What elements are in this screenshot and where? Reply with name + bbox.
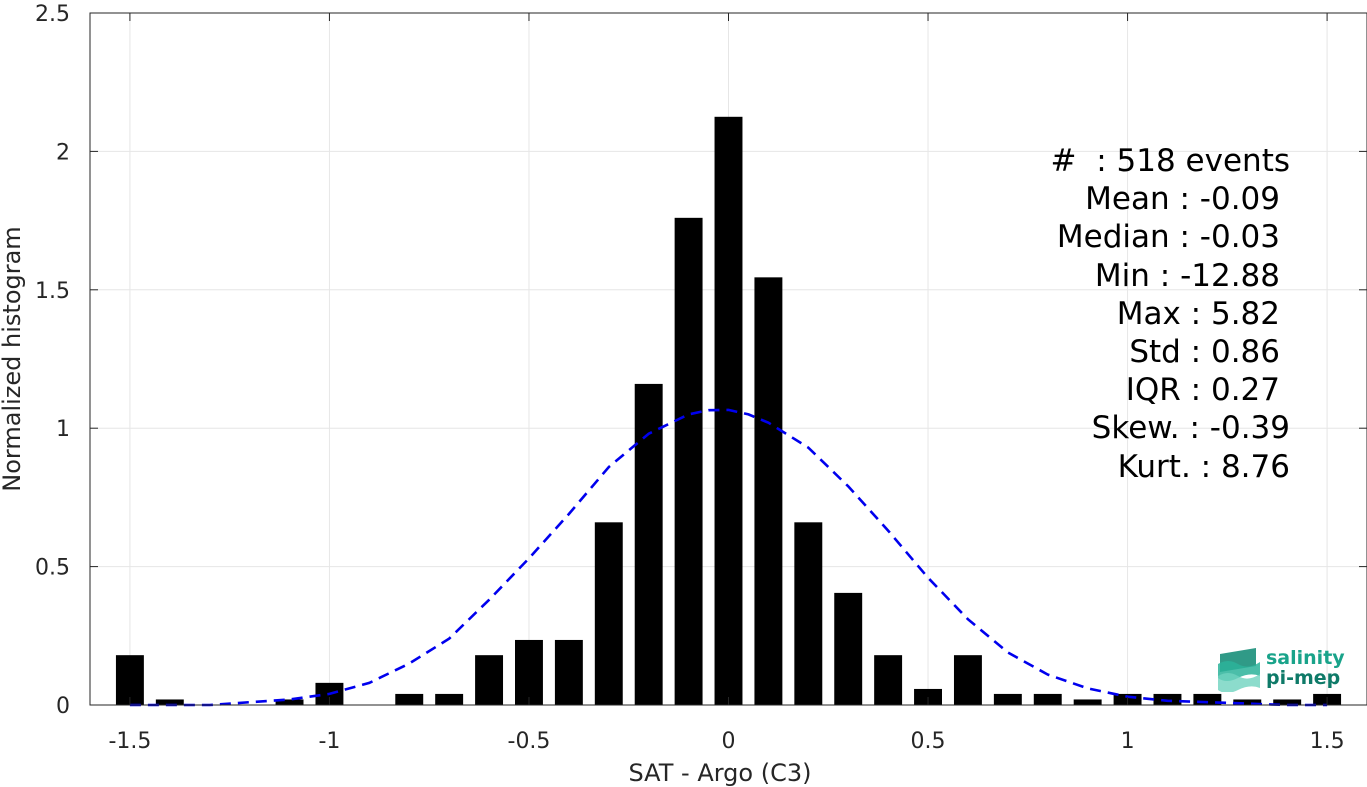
bar-26 xyxy=(1153,693,1182,705)
bar-23 xyxy=(1033,693,1062,705)
x-tick-label-3: 0 xyxy=(722,729,736,754)
y-axis-label: Normalized histogram xyxy=(0,226,26,491)
bar-13 xyxy=(634,383,663,705)
bar-19 xyxy=(874,655,903,705)
stat-iqr: IQR : 0.27 xyxy=(1125,372,1280,409)
bar-17 xyxy=(794,522,823,705)
bar-27 xyxy=(1193,693,1222,705)
bar-0 xyxy=(115,655,144,705)
y-tick-label-3: 1.5 xyxy=(35,279,70,304)
x-tick-label-0: -1.5 xyxy=(108,729,151,754)
histogram-bars xyxy=(115,116,1342,706)
y-tick-label-4: 2 xyxy=(56,140,70,165)
stat-max: Max : 5.82 xyxy=(1116,295,1280,332)
y-tick-label-1: 0.5 xyxy=(35,556,70,581)
bar-4 xyxy=(275,699,304,705)
x-tick-label-5: 1 xyxy=(1121,729,1135,754)
x-tick-label-4: 0.5 xyxy=(911,729,946,754)
bar-14 xyxy=(674,217,703,705)
bar-28 xyxy=(1233,699,1262,705)
bar-20 xyxy=(914,688,942,705)
y-tick-label-5: 2.5 xyxy=(35,2,70,27)
bar-1 xyxy=(155,699,184,705)
bar-11 xyxy=(554,639,583,705)
bar-7 xyxy=(395,693,424,705)
logo-waves-icon xyxy=(1218,648,1260,692)
stat-skew: Skew. : -0.39 xyxy=(1091,410,1290,447)
bar-21 xyxy=(953,655,982,705)
x-tick-label-2: -0.5 xyxy=(508,729,551,754)
axis-ticks: -1.5 -1 -0.5 0 0.5 1 1.5 0 0.5 1 1.5 2 2.5 xyxy=(35,2,1367,754)
normal-fit-curve xyxy=(129,408,1328,707)
stat-std: Std : 0.86 xyxy=(1129,334,1280,371)
y-tick-label-0: 0 xyxy=(56,694,70,719)
stat-kurt: Kurt. : 8.76 xyxy=(1117,448,1290,485)
bar-8 xyxy=(435,693,464,705)
x-tick-label-1: -1 xyxy=(318,729,340,754)
bar-24 xyxy=(1073,699,1102,705)
x-tick-label-6: 1.5 xyxy=(1310,729,1345,754)
stats-box: # : 518 events Mean : -0.09 Median : -0.… xyxy=(980,142,1290,486)
y-tick-label-2: 1 xyxy=(56,417,70,442)
stat-min: Min : -12.88 xyxy=(1094,257,1280,294)
bar-18 xyxy=(834,592,863,705)
stat-mean: Mean : -0.09 xyxy=(1085,181,1280,218)
bar-9 xyxy=(475,655,504,705)
bar-29 xyxy=(1273,699,1302,705)
logo-line1: salinity xyxy=(1266,647,1345,669)
x-axis-label: SAT - Argo (C3) xyxy=(629,759,812,787)
stat-median: Median : -0.03 xyxy=(1056,219,1280,256)
bar-12 xyxy=(594,522,623,705)
bar-10 xyxy=(515,639,543,705)
bar-16 xyxy=(754,277,783,705)
salinity-pimep-logo: salinity pi-mep xyxy=(1216,646,1346,692)
logo-line2: pi-mep xyxy=(1266,667,1341,689)
stat-events: # : 518 events xyxy=(1050,143,1290,179)
bar-22 xyxy=(993,693,1022,705)
